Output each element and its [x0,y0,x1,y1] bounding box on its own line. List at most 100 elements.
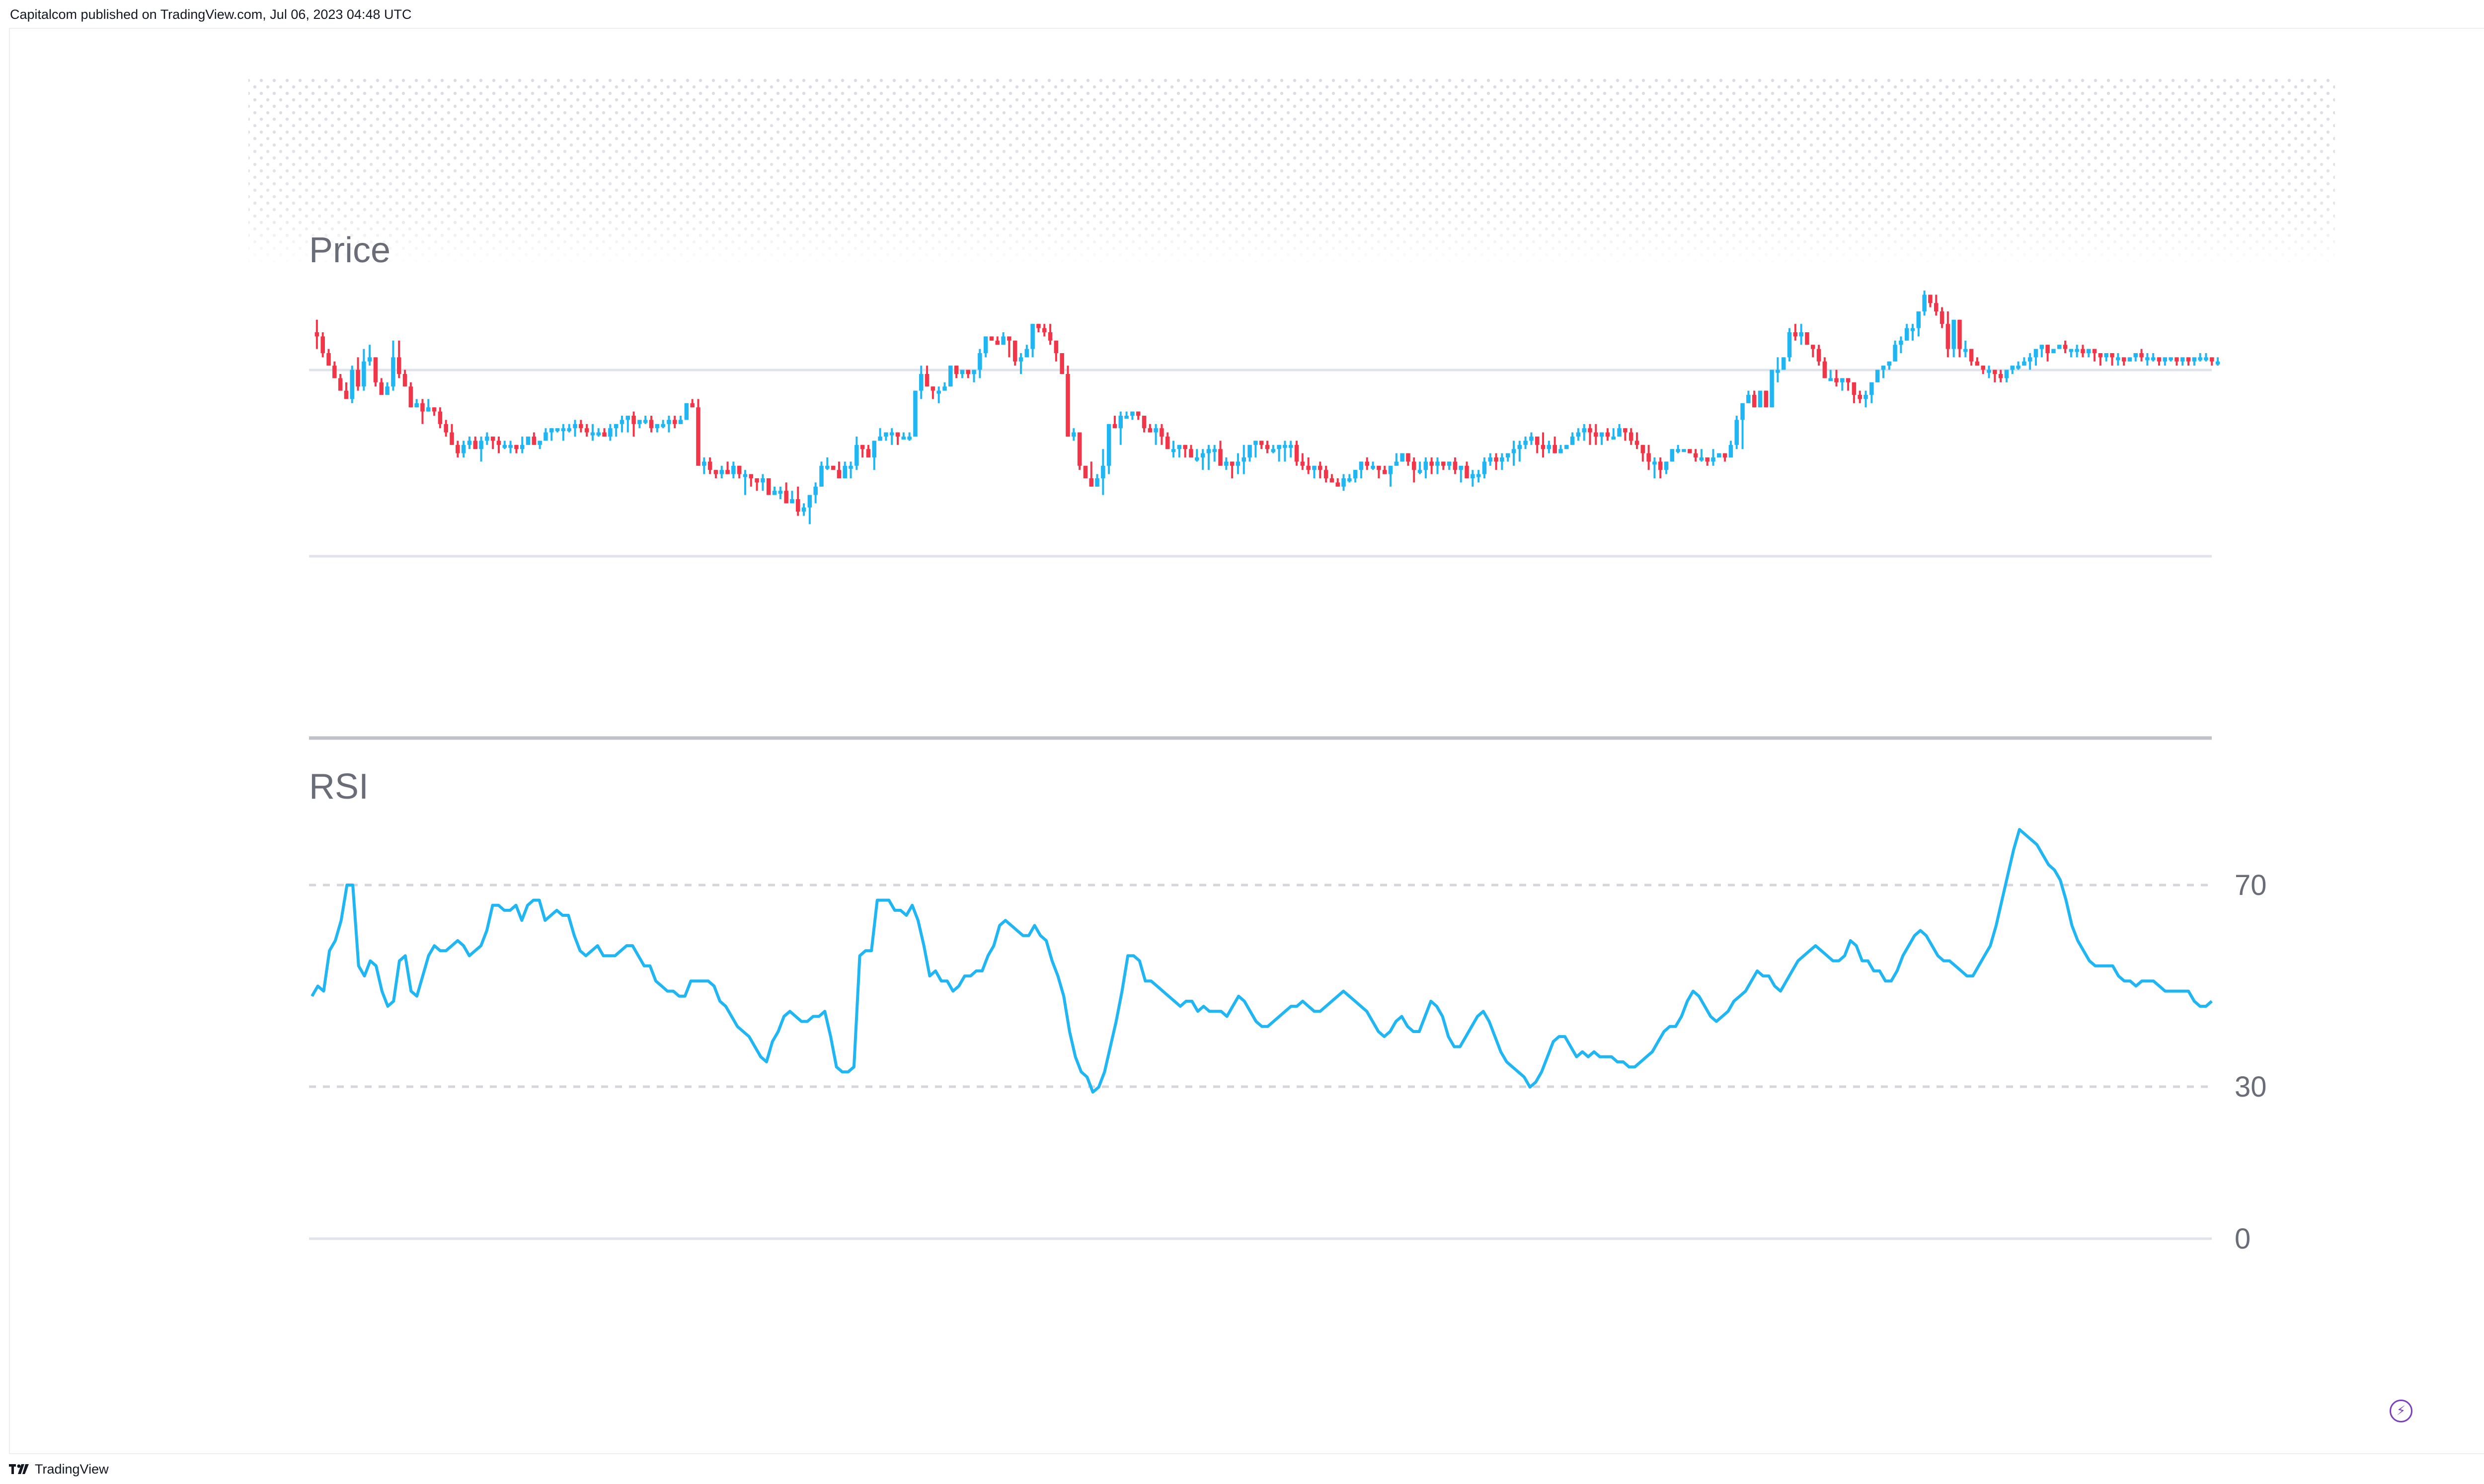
dotted-background-fade [248,78,2335,267]
tradingview-brand-text: TradingView [35,1461,109,1477]
candle-body [1511,449,1516,453]
candle-body [2051,349,2056,353]
candle-body [1095,478,1099,487]
candle-body [1259,441,1264,445]
candle-body [1195,457,1199,460]
candle-body [385,386,389,395]
candle-body [1922,295,1927,311]
candle-body [1072,432,1076,437]
candle-body [1465,465,1469,478]
candle-body [2116,357,2120,361]
candle-body [2004,370,2009,378]
candle-body [485,437,489,441]
candle-body [1846,378,1851,382]
candle-body [784,491,788,504]
candle-body [901,437,906,440]
candle-body [326,353,331,366]
candle-body [1388,465,1393,474]
candle-body [1318,465,1322,470]
rsi-series [310,828,2213,1094]
candle-body [1834,378,1839,382]
candle-body [567,428,571,432]
candle-body [1646,453,1651,462]
candle-body [338,378,343,391]
candle-body [432,407,437,412]
candle-body [725,470,730,474]
candle-body [1599,432,1604,437]
candle-body [790,499,794,504]
candle-body [1787,332,1792,358]
candle-body [819,465,824,487]
candle-body [1517,445,1522,449]
candle-body [608,428,613,437]
candle-body [1811,345,1815,349]
candle-body [1722,453,1727,457]
candle-body [1400,453,1404,462]
candle-body [1547,445,1552,449]
candle-body [1347,478,1352,481]
candle-body [1928,295,1933,303]
candle-body [2204,357,2208,361]
candle-body [508,445,513,448]
candle-body [2010,366,2015,370]
candle-body [1148,428,1153,433]
lightning-icon[interactable]: ⚡ [2390,1400,2412,1422]
candle-body [561,428,566,432]
candle-body [502,445,507,448]
footer-brand[interactable]: TradingView [9,1458,109,1481]
candle-body [907,437,912,440]
candle-body [2215,361,2220,365]
candle-body [2022,361,2026,366]
rsi-line [310,828,2213,1094]
candle-body [584,428,589,433]
candle-body [1828,378,1833,381]
candle-body [1998,374,2003,378]
rsi-tick-30: 30 [2235,1071,2267,1103]
candle-body [1224,461,1229,466]
candle-body [655,424,660,429]
candle-body [2069,349,2074,352]
candle-body [2133,353,2138,358]
candle-body [1541,445,1546,449]
candle-body [1118,416,1123,429]
candle-body [1893,345,1897,362]
candle-body [1471,474,1475,478]
candle-body [532,437,537,445]
candle-body [1887,361,1892,366]
candle-body [1165,437,1170,449]
candle-body [590,432,595,436]
candle-body [1910,328,1915,331]
candle-body [1212,449,1217,452]
candle-body [1658,461,1663,470]
candle-body [1505,453,1510,457]
candle-body [526,437,531,445]
candle-body [2139,353,2144,358]
candle-body [1816,349,1821,362]
candle-body [807,495,812,508]
candle-body [1634,441,1639,445]
candle-body [936,390,941,394]
candle-body [1435,461,1440,466]
candle-body [737,465,742,474]
candle-body [889,432,894,436]
candle-body [755,478,759,483]
candle-body [1805,332,1809,345]
candle-body [1288,445,1293,448]
candle-body [690,403,695,408]
candle-body [1781,357,1786,370]
candle-body [408,386,413,408]
candle-body [373,357,378,382]
candle-body [667,420,671,424]
candle-body [1312,465,1317,470]
candle-body [414,403,419,408]
candle-body [2145,357,2150,361]
candle-body [849,465,853,469]
candle-body [1247,445,1252,457]
candle-body [743,474,748,477]
candle-body [2063,345,2068,349]
candle-body [1640,445,1645,453]
candle-body [1629,432,1633,441]
candle-body [884,432,888,437]
candle-body [1758,390,1763,408]
candle-body [1993,370,1997,374]
